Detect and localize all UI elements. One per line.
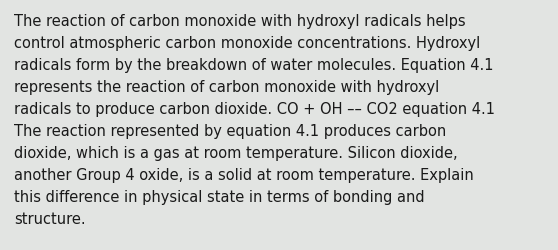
Text: structure.: structure. [14,211,85,226]
Text: The reaction represented by equation 4.1 produces carbon: The reaction represented by equation 4.1… [14,124,446,138]
Text: radicals form by the breakdown of water molecules. Equation 4.1: radicals form by the breakdown of water … [14,58,493,73]
Text: dioxide, which is a gas at room temperature. Silicon dioxide,: dioxide, which is a gas at room temperat… [14,146,458,160]
Text: radicals to produce carbon dioxide. CO + OH –– CO2 equation 4.1: radicals to produce carbon dioxide. CO +… [14,102,495,116]
Text: represents the reaction of carbon monoxide with hydroxyl: represents the reaction of carbon monoxi… [14,80,439,94]
Text: The reaction of carbon monoxide with hydroxyl radicals helps: The reaction of carbon monoxide with hyd… [14,14,465,29]
Text: another Group 4 oxide, is a solid at room temperature. Explain: another Group 4 oxide, is a solid at roo… [14,167,474,182]
Text: this difference in physical state in terms of bonding and: this difference in physical state in ter… [14,189,425,204]
Text: control atmospheric carbon monoxide concentrations. Hydroxyl: control atmospheric carbon monoxide conc… [14,36,480,51]
